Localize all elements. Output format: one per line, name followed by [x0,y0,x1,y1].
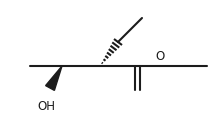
Text: OH: OH [37,100,55,113]
Polygon shape [46,66,62,90]
Text: O: O [155,50,165,64]
